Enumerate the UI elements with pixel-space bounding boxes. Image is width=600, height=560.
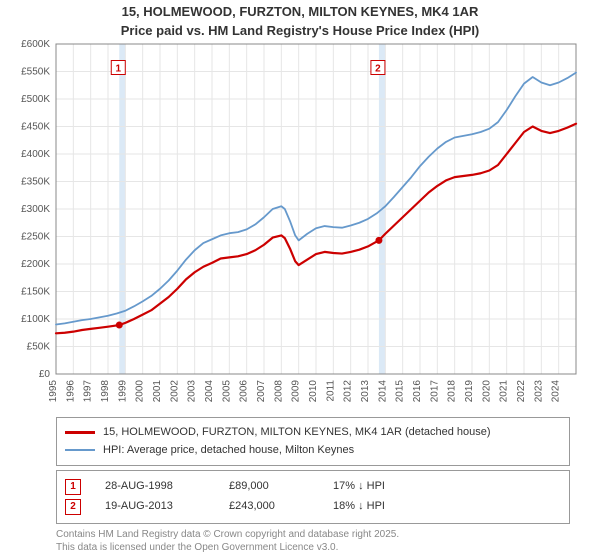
- svg-text:1995: 1995: [48, 380, 59, 403]
- svg-text:2001: 2001: [152, 380, 163, 403]
- sale-row: 2 19-AUG-2013 £243,000 18% ↓ HPI: [65, 497, 561, 517]
- svg-text:£600K: £600K: [21, 39, 50, 50]
- svg-text:£250K: £250K: [21, 232, 50, 243]
- svg-text:2000: 2000: [135, 380, 146, 403]
- svg-text:1997: 1997: [83, 380, 94, 403]
- chart-title-line2: Price paid vs. HM Land Registry's House …: [0, 19, 600, 38]
- svg-text:2006: 2006: [239, 380, 250, 403]
- svg-text:2017: 2017: [429, 380, 440, 403]
- legend-row: 15, HOLMEWOOD, FURZTON, MILTON KEYNES, M…: [65, 424, 561, 442]
- svg-text:2023: 2023: [533, 380, 544, 403]
- svg-text:1999: 1999: [117, 380, 128, 403]
- svg-text:2003: 2003: [187, 380, 198, 403]
- svg-text:2010: 2010: [308, 380, 319, 403]
- svg-text:£400K: £400K: [21, 149, 50, 160]
- svg-text:2: 2: [375, 64, 381, 75]
- svg-text:2020: 2020: [481, 380, 492, 403]
- svg-text:2008: 2008: [273, 380, 284, 403]
- svg-text:£350K: £350K: [21, 177, 50, 188]
- svg-text:2016: 2016: [412, 380, 423, 403]
- legend-swatch: [65, 449, 95, 451]
- svg-text:2004: 2004: [204, 380, 215, 403]
- svg-text:1: 1: [115, 64, 121, 75]
- svg-text:1998: 1998: [100, 380, 111, 403]
- chart-title-line1: 15, HOLMEWOOD, FURZTON, MILTON KEYNES, M…: [0, 0, 600, 19]
- svg-text:2015: 2015: [395, 380, 406, 403]
- sales-markers-box: 1 28-AUG-1998 £89,000 17% ↓ HPI 2 19-AUG-2013…: [56, 470, 570, 524]
- svg-text:£100K: £100K: [21, 314, 50, 325]
- svg-text:2018: 2018: [447, 380, 458, 403]
- legend-label: HPI: Average price, detached house, Milt…: [103, 442, 354, 460]
- svg-text:2007: 2007: [256, 380, 267, 403]
- line-chart-svg: £0 £50K £100K £150K £200K £250K £300K £350K £400…: [0, 38, 600, 408]
- svg-text:2019: 2019: [464, 380, 475, 403]
- svg-text:£0: £0: [39, 369, 51, 380]
- svg-text:£150K: £150K: [21, 287, 50, 298]
- svg-text:2012: 2012: [343, 380, 354, 403]
- svg-text:£500K: £500K: [21, 94, 50, 105]
- sale-date: 19-AUG-2013: [105, 497, 205, 517]
- chart-area: £0 £50K £100K £150K £200K £250K £300K £350K £400…: [0, 38, 600, 413]
- sale-date: 28-AUG-1998: [105, 477, 205, 497]
- svg-text:2013: 2013: [360, 380, 371, 403]
- sale-hpi-delta: 17% ↓ HPI: [333, 477, 433, 497]
- svg-text:2014: 2014: [377, 380, 388, 403]
- svg-text:£450K: £450K: [21, 122, 50, 133]
- legend-box: 15, HOLMEWOOD, FURZTON, MILTON KEYNES, M…: [56, 417, 570, 466]
- svg-text:£50K: £50K: [27, 342, 51, 353]
- svg-text:2022: 2022: [516, 380, 527, 403]
- svg-text:£200K: £200K: [21, 259, 50, 270]
- sale-marker-badge: 2: [65, 499, 81, 515]
- attribution-line2: This data is licensed under the Open Gov…: [56, 541, 570, 554]
- chart-container: 15, HOLMEWOOD, FURZTON, MILTON KEYNES, M…: [0, 0, 600, 560]
- svg-text:1996: 1996: [65, 380, 76, 403]
- legend-row: HPI: Average price, detached house, Milt…: [65, 442, 561, 460]
- svg-text:£550K: £550K: [21, 67, 50, 78]
- svg-text:2021: 2021: [499, 380, 510, 403]
- svg-text:2009: 2009: [291, 380, 302, 403]
- sale-price: £243,000: [229, 497, 309, 517]
- sale-price: £89,000: [229, 477, 309, 497]
- svg-text:2005: 2005: [221, 380, 232, 403]
- legend-swatch: [65, 431, 95, 434]
- svg-text:2002: 2002: [169, 380, 180, 403]
- attribution-line1: Contains HM Land Registry data © Crown c…: [56, 528, 570, 541]
- svg-text:2011: 2011: [325, 380, 336, 402]
- attribution-text: Contains HM Land Registry data © Crown c…: [56, 528, 570, 554]
- sale-hpi-delta: 18% ↓ HPI: [333, 497, 433, 517]
- sale-marker-badge: 1: [65, 479, 81, 495]
- legend-label: 15, HOLMEWOOD, FURZTON, MILTON KEYNES, M…: [103, 424, 491, 442]
- svg-text:2024: 2024: [551, 380, 562, 403]
- title-block: 15, HOLMEWOOD, FURZTON, MILTON KEYNES, M…: [0, 0, 600, 38]
- svg-text:£300K: £300K: [21, 204, 50, 215]
- sale-row: 1 28-AUG-1998 £89,000 17% ↓ HPI: [65, 477, 561, 497]
